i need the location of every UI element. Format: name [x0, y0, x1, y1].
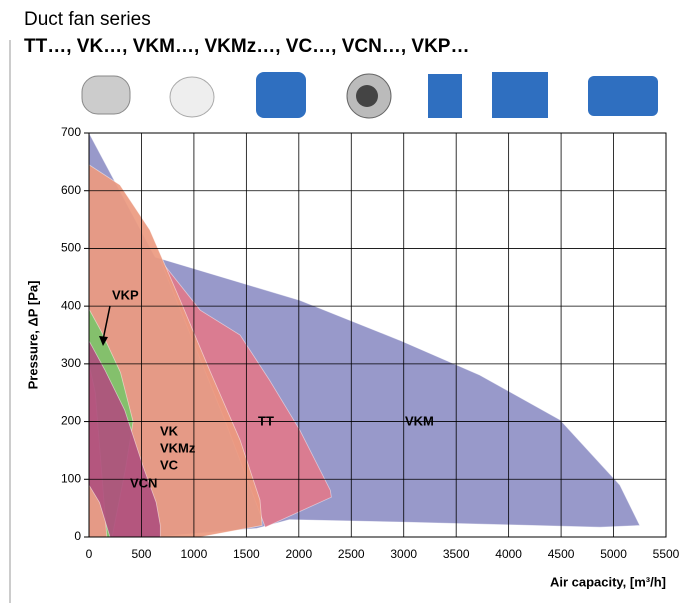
region-label: VKM	[405, 413, 434, 428]
y-tick-label: 700	[61, 125, 81, 139]
region-label: VKP	[112, 287, 139, 302]
y-tick-label: 400	[61, 298, 81, 312]
y-tick-label: 200	[61, 414, 81, 428]
x-tick-label: 4500	[548, 547, 575, 561]
chart-subtitle: TT…, VK…, VKM…, VKMz…, VC…, VCN…, VKP…	[24, 36, 469, 57]
y-tick-label: 600	[61, 183, 81, 197]
x-axis-label: Air capacity, [m³/h]	[550, 574, 666, 589]
x-tick-label: 4000	[495, 547, 522, 561]
plot-frame	[88, 132, 667, 538]
product-images	[81, 72, 658, 119]
x-tick-label: 3500	[443, 547, 470, 561]
chart-title: Duct fan series	[24, 9, 151, 30]
annotation-arrowhead	[99, 336, 108, 346]
x-tick-label: 1000	[181, 547, 208, 561]
y-tick-label: 500	[61, 241, 81, 255]
x-tick-label: 5500	[653, 547, 680, 561]
y-tick-label: 300	[61, 356, 81, 370]
region	[88, 340, 161, 538]
y-tick-label: 100	[61, 471, 81, 485]
region-label: VK	[160, 423, 179, 438]
region-label: TT	[258, 413, 274, 428]
x-tick-label: 500	[131, 547, 151, 561]
x-tick-label: 5000	[600, 547, 627, 561]
x-tick-label: 1500	[233, 547, 260, 561]
y-axis-label: Pressure, ΔP [Pa]	[25, 281, 40, 390]
x-tick-label: 3000	[390, 547, 417, 561]
x-tick-label: 2000	[285, 547, 312, 561]
region-label: VC	[160, 457, 179, 472]
x-tick-label: 0	[86, 547, 93, 561]
annotation-arrow	[102, 305, 111, 341]
x-tick-label: 2500	[338, 547, 365, 561]
y-tick-label: 0	[74, 529, 81, 543]
region-label: VKMz	[160, 440, 196, 455]
region-label: VCN	[130, 475, 157, 490]
